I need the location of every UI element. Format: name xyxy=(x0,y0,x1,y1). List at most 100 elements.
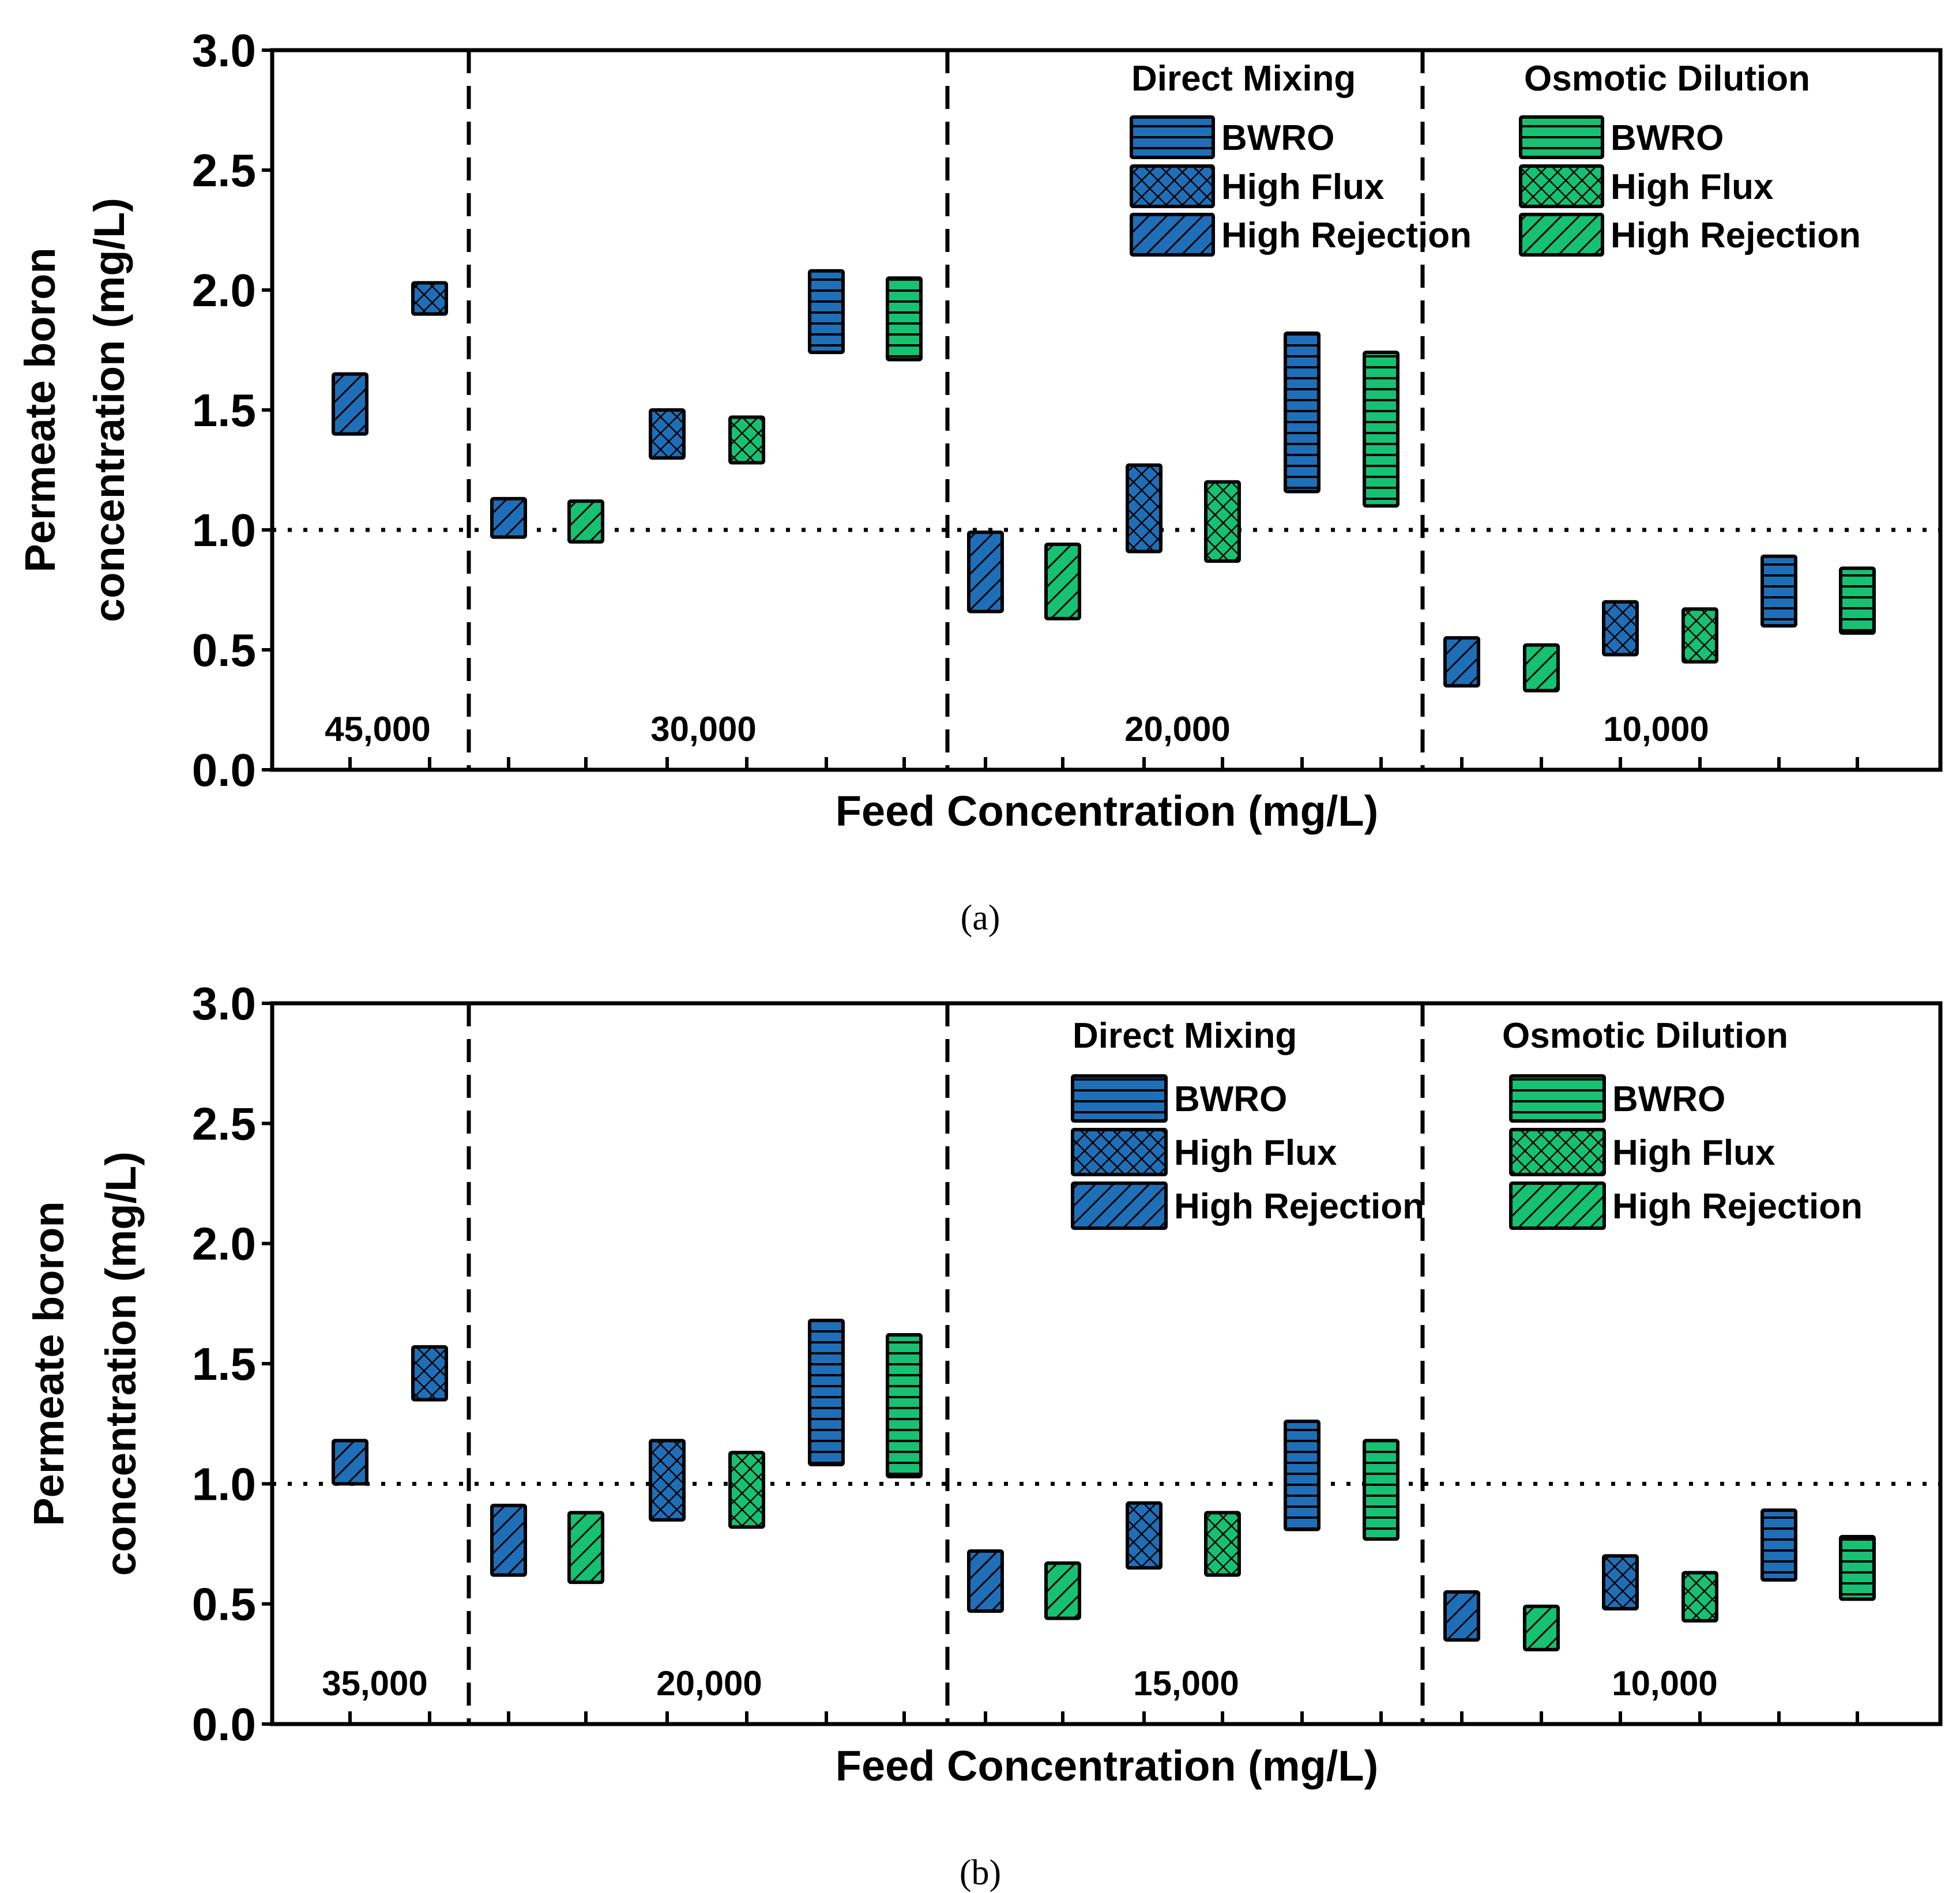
y-tick-label: 3.0 xyxy=(192,25,256,76)
bar-bwro-od-pattern xyxy=(1839,566,1876,635)
group-label: 45,000 xyxy=(325,710,431,748)
legend-label-od: High Rejection xyxy=(1612,1187,1863,1226)
legend-label-od: High Flux xyxy=(1612,1133,1775,1173)
legend-label-dm: High Rejection xyxy=(1174,1187,1424,1226)
group-label: 10,000 xyxy=(1603,710,1709,748)
y-tick-label: 2.5 xyxy=(192,145,256,196)
group-label: 35,000 xyxy=(322,1664,428,1703)
panel-caption: (a) xyxy=(961,898,1000,938)
bar-high-rejection-dm-pattern xyxy=(967,1549,1004,1613)
y-tick-label: 2.5 xyxy=(192,1098,256,1149)
bar-high-rejection-dm-pattern xyxy=(967,530,1004,614)
legend-heading-osmotic-dilution: Osmotic Dilution xyxy=(1524,59,1810,99)
legend-swatch-diagonal-dm-pattern xyxy=(1130,213,1215,257)
bar-high-flux-dm-pattern xyxy=(411,1345,448,1402)
panel-a: 0.0 0.5 1.0 1.5 2.0 2.5 3.0 45,000 30,000 20,000 1… xyxy=(16,25,1943,938)
group-label: 20,000 xyxy=(1124,710,1231,748)
bar-bwro-od-pattern xyxy=(1839,1535,1876,1601)
bar-high-rejection-dm-pattern xyxy=(1443,1590,1480,1642)
bar-high-flux-dm-pattern xyxy=(1126,463,1163,554)
bar-bwro-dm-pattern xyxy=(808,1319,845,1466)
y-tick-label: 0.5 xyxy=(192,1579,256,1630)
bar-high-rejection-od-pattern xyxy=(567,1511,604,1585)
bar-high-flux-od-pattern xyxy=(728,415,765,465)
panel-caption: (b) xyxy=(960,1853,1001,1892)
bar-high-flux-od-pattern xyxy=(1681,1571,1718,1623)
bar-high-flux-od-pattern xyxy=(1204,480,1241,563)
y-tick-label: 0.0 xyxy=(192,1699,256,1750)
y-tick-label: 2.0 xyxy=(192,1218,256,1270)
legend-swatch-diagonal-od-pattern xyxy=(1519,213,1604,257)
bar-high-flux-od-pattern xyxy=(728,1451,765,1529)
y-axis-title-line2: concentration (mg/L) xyxy=(85,198,133,622)
bar-bwro-od-pattern xyxy=(886,1333,923,1478)
bar-bwro-dm-pattern xyxy=(1284,1420,1321,1531)
bar-bwro-dm-pattern xyxy=(1284,331,1321,494)
bar-bwro-od-pattern xyxy=(886,276,923,362)
bar-high-flux-dm-pattern xyxy=(649,1439,686,1522)
legend-swatch-crosshatch-od-pattern xyxy=(1509,1128,1606,1176)
legend-label-dm: High Flux xyxy=(1174,1133,1337,1173)
bar-high-flux-dm-pattern xyxy=(1602,600,1639,657)
bar-high-flux-dm-pattern xyxy=(411,281,448,316)
group-label: 10,000 xyxy=(1612,1664,1718,1703)
bar-high-rejection-od-pattern xyxy=(1523,1604,1560,1651)
y-tick-label: 1.5 xyxy=(192,1338,256,1390)
legend-label-dm: High Rejection xyxy=(1221,216,1472,255)
y-axis-title-line2: concentration (mg/L) xyxy=(97,1151,145,1576)
bar-high-flux-od-pattern xyxy=(1681,607,1718,664)
bar-high-rejection-dm-pattern xyxy=(490,1503,527,1577)
legend-swatch-diagonal-dm-pattern xyxy=(1071,1181,1168,1230)
y-tick-label: 1.0 xyxy=(192,1458,256,1510)
legend-label-od: BWRO xyxy=(1611,118,1724,158)
legend-label-dm: BWRO xyxy=(1174,1079,1287,1119)
legend-label-od: BWRO xyxy=(1612,1079,1725,1119)
y-tick-label: 2.0 xyxy=(192,265,256,316)
bar-high-rejection-od-pattern xyxy=(1044,542,1081,620)
bar-high-rejection-dm-pattern xyxy=(490,496,527,539)
bar-high-rejection-dm-pattern xyxy=(332,1439,368,1486)
legend-heading-direct-mixing: Direct Mixing xyxy=(1073,1016,1297,1056)
bar-bwro-dm-pattern xyxy=(808,269,845,355)
bar-high-flux-od-pattern xyxy=(1204,1511,1241,1577)
group-label: 30,000 xyxy=(650,710,757,748)
legend-swatch-horizontal-dm-pattern xyxy=(1130,115,1215,159)
y-tick-label: 1.5 xyxy=(192,385,256,436)
bar-high-rejection-dm-pattern xyxy=(332,372,368,436)
group-label: 15,000 xyxy=(1133,1664,1239,1703)
legend-heading-direct-mixing: Direct Mixing xyxy=(1131,59,1356,99)
legend-label-od: High Flux xyxy=(1611,167,1774,207)
bar-high-rejection-od-pattern xyxy=(567,499,604,544)
legend-swatch-horizontal-od-pattern xyxy=(1519,115,1604,159)
bar-bwro-od-pattern xyxy=(1363,351,1400,508)
bar-high-flux-dm-pattern xyxy=(649,408,686,460)
legend-heading-osmotic-dilution: Osmotic Dilution xyxy=(1502,1016,1788,1056)
legend-swatch-horizontal-od-pattern xyxy=(1509,1074,1606,1123)
y-tick-label: 0.0 xyxy=(192,744,256,796)
y-axis-title-line1: Permeate boron xyxy=(16,247,64,572)
group-label: 20,000 xyxy=(656,1664,762,1703)
bar-high-rejection-dm-pattern xyxy=(1443,636,1480,688)
bar-bwro-od-pattern xyxy=(1363,1439,1400,1541)
panel-b: 0.0 0.5 1.0 1.5 2.0 2.5 3.0 35,000 20,000 15,000 1… xyxy=(25,978,1943,1892)
bar-high-flux-dm-pattern xyxy=(1126,1501,1163,1570)
legend-swatch-crosshatch-dm-pattern xyxy=(1071,1128,1168,1176)
legend-swatch-diagonal-od-pattern xyxy=(1509,1181,1606,1230)
bar-bwro-dm-pattern xyxy=(1760,554,1797,628)
legend-label-dm: BWRO xyxy=(1221,118,1334,158)
y-tick-label: 0.5 xyxy=(192,624,256,676)
bar-high-rejection-od-pattern xyxy=(1523,643,1560,693)
x-axis-title: Feed Concentration (mg/L) xyxy=(836,787,1378,835)
legend-swatch-horizontal-dm-pattern xyxy=(1071,1074,1168,1123)
x-axis-title: Feed Concentration (mg/L) xyxy=(836,1742,1378,1790)
y-tick-label: 1.0 xyxy=(192,505,256,556)
legend-swatch-crosshatch-od-pattern xyxy=(1519,164,1604,208)
legend-label-dm: High Flux xyxy=(1221,167,1385,207)
bar-high-flux-dm-pattern xyxy=(1602,1554,1639,1610)
legend-label-od: High Rejection xyxy=(1611,216,1861,255)
bar-bwro-dm-pattern xyxy=(1760,1508,1797,1582)
y-tick-label: 3.0 xyxy=(192,978,256,1029)
legend-swatch-crosshatch-dm-pattern xyxy=(1130,164,1215,208)
y-axis-title-line1: Permeate boron xyxy=(25,1201,73,1526)
